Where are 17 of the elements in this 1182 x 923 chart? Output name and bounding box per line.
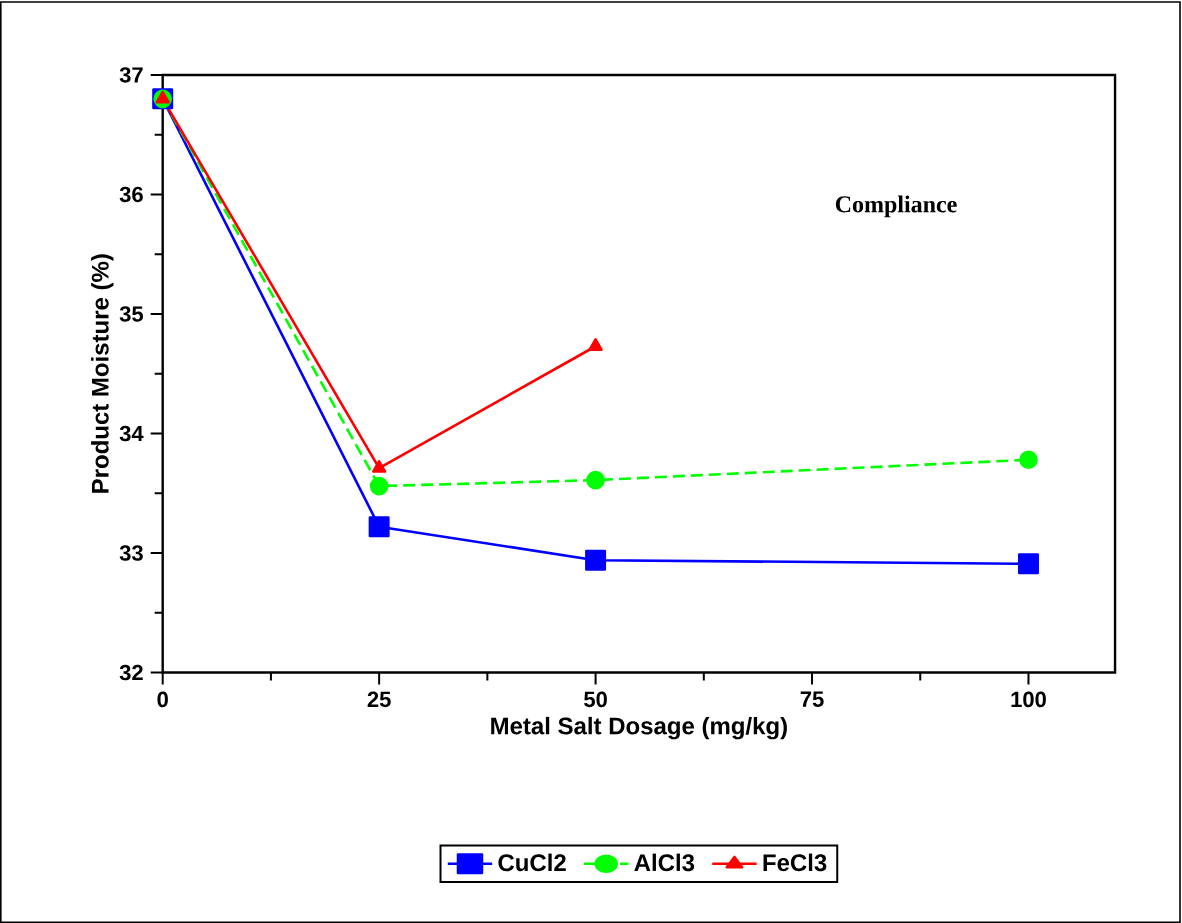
- x-tick-label: 25: [367, 691, 391, 708]
- annotation: Compliance: [835, 195, 957, 218]
- y-tick-label: 33: [119, 545, 143, 561]
- x-tick-label: 50: [584, 691, 607, 708]
- x-tick-label: 100: [1011, 691, 1046, 708]
- x-axis-title: Metal Salt Dosage (mg/kg): [491, 716, 787, 740]
- y-tick-label: 35: [119, 306, 144, 322]
- x-tick-label: 0: [157, 691, 168, 708]
- y-tick-label: 32: [119, 664, 143, 681]
- y-axis-title: Product Moisture (%): [91, 254, 114, 493]
- legend-label: FeCl3: [763, 853, 827, 872]
- x-tick-label: 75: [800, 691, 824, 707]
- y-tick-label: 37: [119, 67, 143, 83]
- legend-label: AlCl3: [634, 853, 695, 872]
- y-tick-label: 34: [119, 425, 144, 442]
- legend-label: CuCl2: [498, 853, 566, 872]
- y-tick-label: 36: [119, 186, 143, 203]
